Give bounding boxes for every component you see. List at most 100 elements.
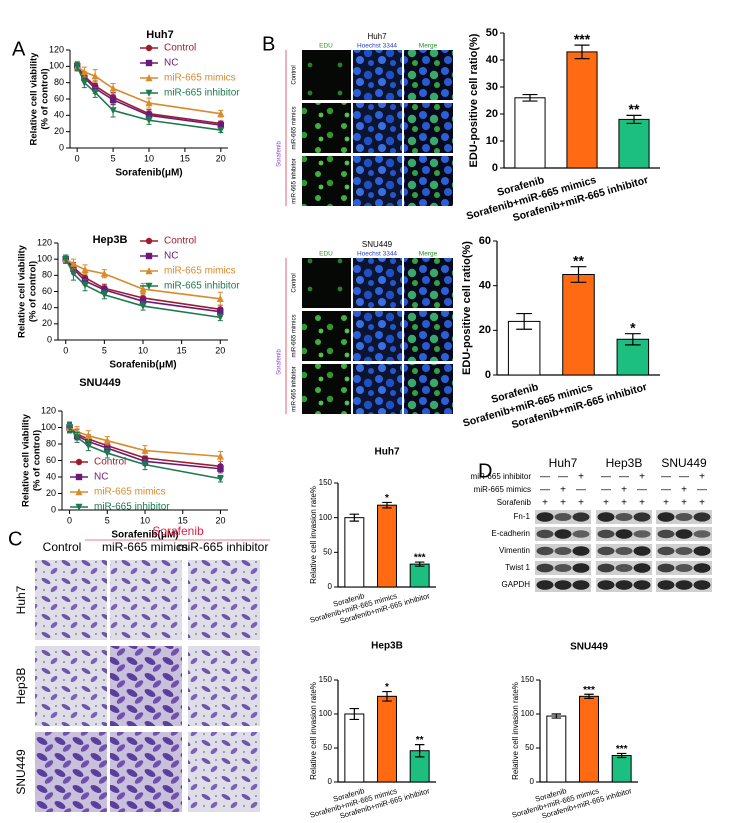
- marker: [216, 294, 224, 302]
- line-chart: 0 20 40 60 80 100 120 0 5 10 15 20 Hep3B Sorafenib(μM…: [17, 234, 241, 371]
- line-chart: 0 20 40 60 80 100 120 0 5 10 15 20 Huh7 Sorafenib(μM)…: [29, 29, 241, 179]
- panel-label: B: [262, 33, 275, 55]
- marker: [75, 473, 83, 481]
- blot-band: [675, 547, 693, 555]
- bar: [546, 715, 567, 783]
- row-label: miR-665 inhibitor: [292, 158, 298, 203]
- image-title: Huh7: [367, 32, 387, 41]
- condition-sign: —: [576, 485, 586, 496]
- micrograph: [404, 103, 453, 153]
- bar: [579, 695, 599, 783]
- marker: [109, 107, 117, 115]
- significance: **: [629, 101, 640, 117]
- x-tick-label: 10: [144, 153, 154, 163]
- condition-sign: +: [663, 498, 669, 509]
- condition-label: miR-665 inhibitor: [471, 472, 532, 481]
- blot-band: [615, 513, 633, 521]
- y-axis-label: Relative cell invasion rate%: [309, 682, 318, 780]
- x-axis-label: Sorafenib(μM): [111, 530, 178, 541]
- y-tick-label: 100: [521, 709, 535, 718]
- marker: [216, 314, 224, 322]
- legend-label: miR-665 inhibitor: [164, 281, 240, 292]
- x-tick-label: 0: [75, 153, 80, 163]
- condition-sign: +: [578, 472, 584, 483]
- y-tick-label: 60: [46, 455, 56, 465]
- marker: [217, 126, 225, 134]
- marker: [73, 63, 81, 71]
- error-bar: [584, 693, 594, 699]
- error-bar: [414, 744, 425, 758]
- blot-band: [657, 546, 675, 556]
- micrograph: [353, 364, 402, 414]
- x-tick-label: 15: [177, 345, 187, 355]
- blot-band: [597, 546, 615, 556]
- error-bar: [551, 713, 562, 719]
- y-tick-label: 0: [328, 582, 333, 591]
- y-tick-label: 80: [42, 270, 52, 280]
- micrograph: [302, 311, 351, 361]
- marker: [73, 434, 81, 442]
- marker: [145, 44, 153, 52]
- y-tick-label: 120: [37, 237, 52, 247]
- blot-band: [633, 563, 651, 573]
- bar: [562, 274, 595, 376]
- condition-sign: +: [639, 472, 645, 483]
- x-tick-label: 15: [178, 515, 188, 525]
- condition-sign: +: [681, 498, 687, 509]
- bar-chart: 0 50 100 150 Huh7 Relative cell invasion rate…: [309, 447, 436, 626]
- chart-title: SNU449: [570, 642, 608, 653]
- condition-label: miR-665 mimics: [474, 485, 531, 494]
- bar: [377, 504, 397, 588]
- column-label: miR-665 inhibitor: [178, 540, 269, 554]
- bar: [566, 51, 598, 169]
- condition-sign: +: [639, 498, 645, 509]
- marker: [217, 121, 225, 129]
- micrograph: [110, 732, 182, 812]
- channel-label: Merge: [419, 251, 438, 258]
- condition-sign: +: [681, 485, 687, 496]
- marker: [100, 269, 108, 277]
- condition-label: Sorafenib: [497, 498, 532, 507]
- condition-sign: —: [601, 485, 611, 496]
- blot-band: [554, 547, 572, 555]
- marker: [145, 99, 153, 107]
- y-tick-label: 60: [479, 235, 491, 247]
- y-axis-label: (% of control): [32, 430, 43, 491]
- condition-sign: +: [542, 498, 548, 509]
- marker: [139, 285, 147, 293]
- micrograph: [404, 364, 453, 414]
- micrograph: [353, 50, 402, 100]
- x-tick-label: 0: [67, 515, 72, 525]
- blot-band: [572, 563, 590, 573]
- image-title: SNU449: [362, 240, 393, 249]
- row-label: Control: [292, 65, 298, 84]
- marker: [217, 308, 224, 315]
- protein-label: Fn-1: [514, 512, 531, 521]
- blot-band: [572, 512, 590, 522]
- condition-sign: +: [621, 498, 627, 509]
- blot-band: [657, 529, 675, 539]
- blot-band: [615, 547, 633, 555]
- blot-band: [633, 512, 651, 522]
- row-label: miR-665 mimics: [292, 314, 298, 357]
- micrograph: [353, 258, 402, 308]
- micrograph: [35, 646, 107, 726]
- significance: ***: [616, 744, 628, 755]
- blot-band: [536, 512, 554, 522]
- x-tick-label: 10: [138, 345, 148, 355]
- y-tick-label: 0: [492, 162, 498, 174]
- micrograph: [35, 732, 107, 812]
- micrograph: [188, 732, 260, 812]
- y-axis-label: (% of control): [28, 261, 39, 322]
- y-tick-label: 120: [41, 405, 56, 415]
- marker: [69, 260, 77, 268]
- channel-label: Merge: [419, 43, 438, 50]
- marker: [73, 427, 81, 435]
- micrograph: [110, 560, 182, 640]
- condition-sign: —: [637, 485, 647, 496]
- marker: [103, 436, 111, 444]
- chart-title: SNU449: [79, 377, 121, 389]
- blot-band: [554, 513, 572, 521]
